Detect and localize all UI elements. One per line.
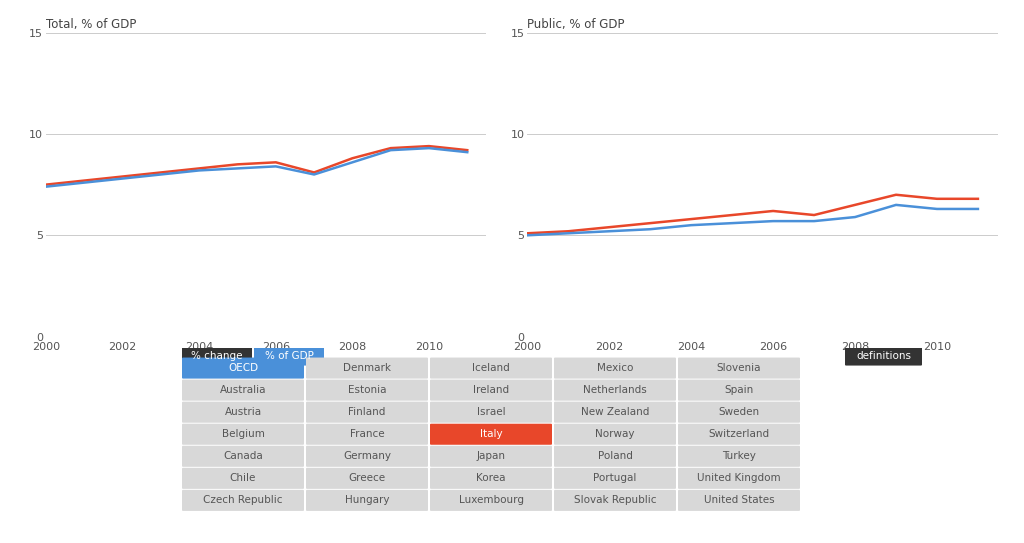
Text: Korea: Korea xyxy=(476,473,506,483)
Text: Spain: Spain xyxy=(724,385,754,395)
Text: Canada: Canada xyxy=(223,451,263,462)
Text: Norway: Norway xyxy=(595,429,635,439)
FancyBboxPatch shape xyxy=(430,468,552,489)
Text: Japan: Japan xyxy=(476,451,506,462)
Text: Belgium: Belgium xyxy=(221,429,264,439)
FancyBboxPatch shape xyxy=(306,468,428,489)
FancyBboxPatch shape xyxy=(678,357,800,378)
Text: Australia: Australia xyxy=(220,385,266,395)
FancyBboxPatch shape xyxy=(430,490,552,511)
FancyBboxPatch shape xyxy=(430,402,552,422)
Text: Ireland: Ireland xyxy=(473,385,509,395)
Text: Austria: Austria xyxy=(224,407,261,417)
FancyBboxPatch shape xyxy=(678,490,800,511)
FancyBboxPatch shape xyxy=(430,380,552,401)
Text: Turkey: Turkey xyxy=(722,451,756,462)
FancyBboxPatch shape xyxy=(845,345,922,365)
FancyBboxPatch shape xyxy=(554,468,676,489)
FancyBboxPatch shape xyxy=(182,424,304,445)
FancyBboxPatch shape xyxy=(306,402,428,422)
Text: New Zealand: New Zealand xyxy=(581,407,649,417)
FancyBboxPatch shape xyxy=(430,424,552,445)
Text: Luxembourg: Luxembourg xyxy=(459,495,523,506)
Text: Total, % of GDP: Total, % of GDP xyxy=(46,18,136,31)
Text: France: France xyxy=(349,429,384,439)
Text: Israel: Israel xyxy=(477,407,505,417)
FancyBboxPatch shape xyxy=(306,446,428,467)
Text: OECD: OECD xyxy=(228,363,258,373)
Text: Switzerland: Switzerland xyxy=(709,429,770,439)
FancyBboxPatch shape xyxy=(182,345,252,365)
Text: Poland: Poland xyxy=(598,451,633,462)
FancyBboxPatch shape xyxy=(306,424,428,445)
Text: Italy: Italy xyxy=(479,429,503,439)
FancyBboxPatch shape xyxy=(182,357,304,378)
FancyBboxPatch shape xyxy=(306,380,428,401)
Text: Estonia: Estonia xyxy=(348,385,386,395)
FancyBboxPatch shape xyxy=(554,380,676,401)
FancyBboxPatch shape xyxy=(554,357,676,378)
Text: Iceland: Iceland xyxy=(472,363,510,373)
FancyBboxPatch shape xyxy=(678,424,800,445)
Text: Germany: Germany xyxy=(343,451,391,462)
FancyBboxPatch shape xyxy=(182,446,304,467)
FancyBboxPatch shape xyxy=(182,468,304,489)
FancyBboxPatch shape xyxy=(182,380,304,401)
Text: definitions: definitions xyxy=(856,351,911,361)
Text: Denmark: Denmark xyxy=(343,363,391,373)
Text: Slovak Republic: Slovak Republic xyxy=(573,495,656,506)
Text: % of GDP: % of GDP xyxy=(264,351,313,361)
Text: Mexico: Mexico xyxy=(597,363,633,373)
FancyBboxPatch shape xyxy=(254,345,324,365)
FancyBboxPatch shape xyxy=(554,446,676,467)
Text: Greece: Greece xyxy=(348,473,386,483)
Text: Chile: Chile xyxy=(229,473,256,483)
FancyBboxPatch shape xyxy=(554,424,676,445)
Text: United Kingdom: United Kingdom xyxy=(697,473,781,483)
FancyBboxPatch shape xyxy=(182,490,304,511)
FancyBboxPatch shape xyxy=(554,402,676,422)
Text: Czech Republic: Czech Republic xyxy=(203,495,283,506)
Text: Slovenia: Slovenia xyxy=(717,363,761,373)
FancyBboxPatch shape xyxy=(554,490,676,511)
Text: Hungary: Hungary xyxy=(345,495,389,506)
Text: Sweden: Sweden xyxy=(719,407,760,417)
Text: Finland: Finland xyxy=(348,407,386,417)
Text: Portugal: Portugal xyxy=(593,473,637,483)
FancyBboxPatch shape xyxy=(306,490,428,511)
Text: Netherlands: Netherlands xyxy=(583,385,647,395)
Text: Public, % of GDP: Public, % of GDP xyxy=(527,18,625,31)
Text: United States: United States xyxy=(703,495,774,506)
FancyBboxPatch shape xyxy=(678,380,800,401)
FancyBboxPatch shape xyxy=(678,446,800,467)
FancyBboxPatch shape xyxy=(182,402,304,422)
FancyBboxPatch shape xyxy=(678,468,800,489)
Text: % change: % change xyxy=(191,351,243,361)
FancyBboxPatch shape xyxy=(430,357,552,378)
FancyBboxPatch shape xyxy=(306,357,428,378)
FancyBboxPatch shape xyxy=(430,446,552,467)
FancyBboxPatch shape xyxy=(678,402,800,422)
